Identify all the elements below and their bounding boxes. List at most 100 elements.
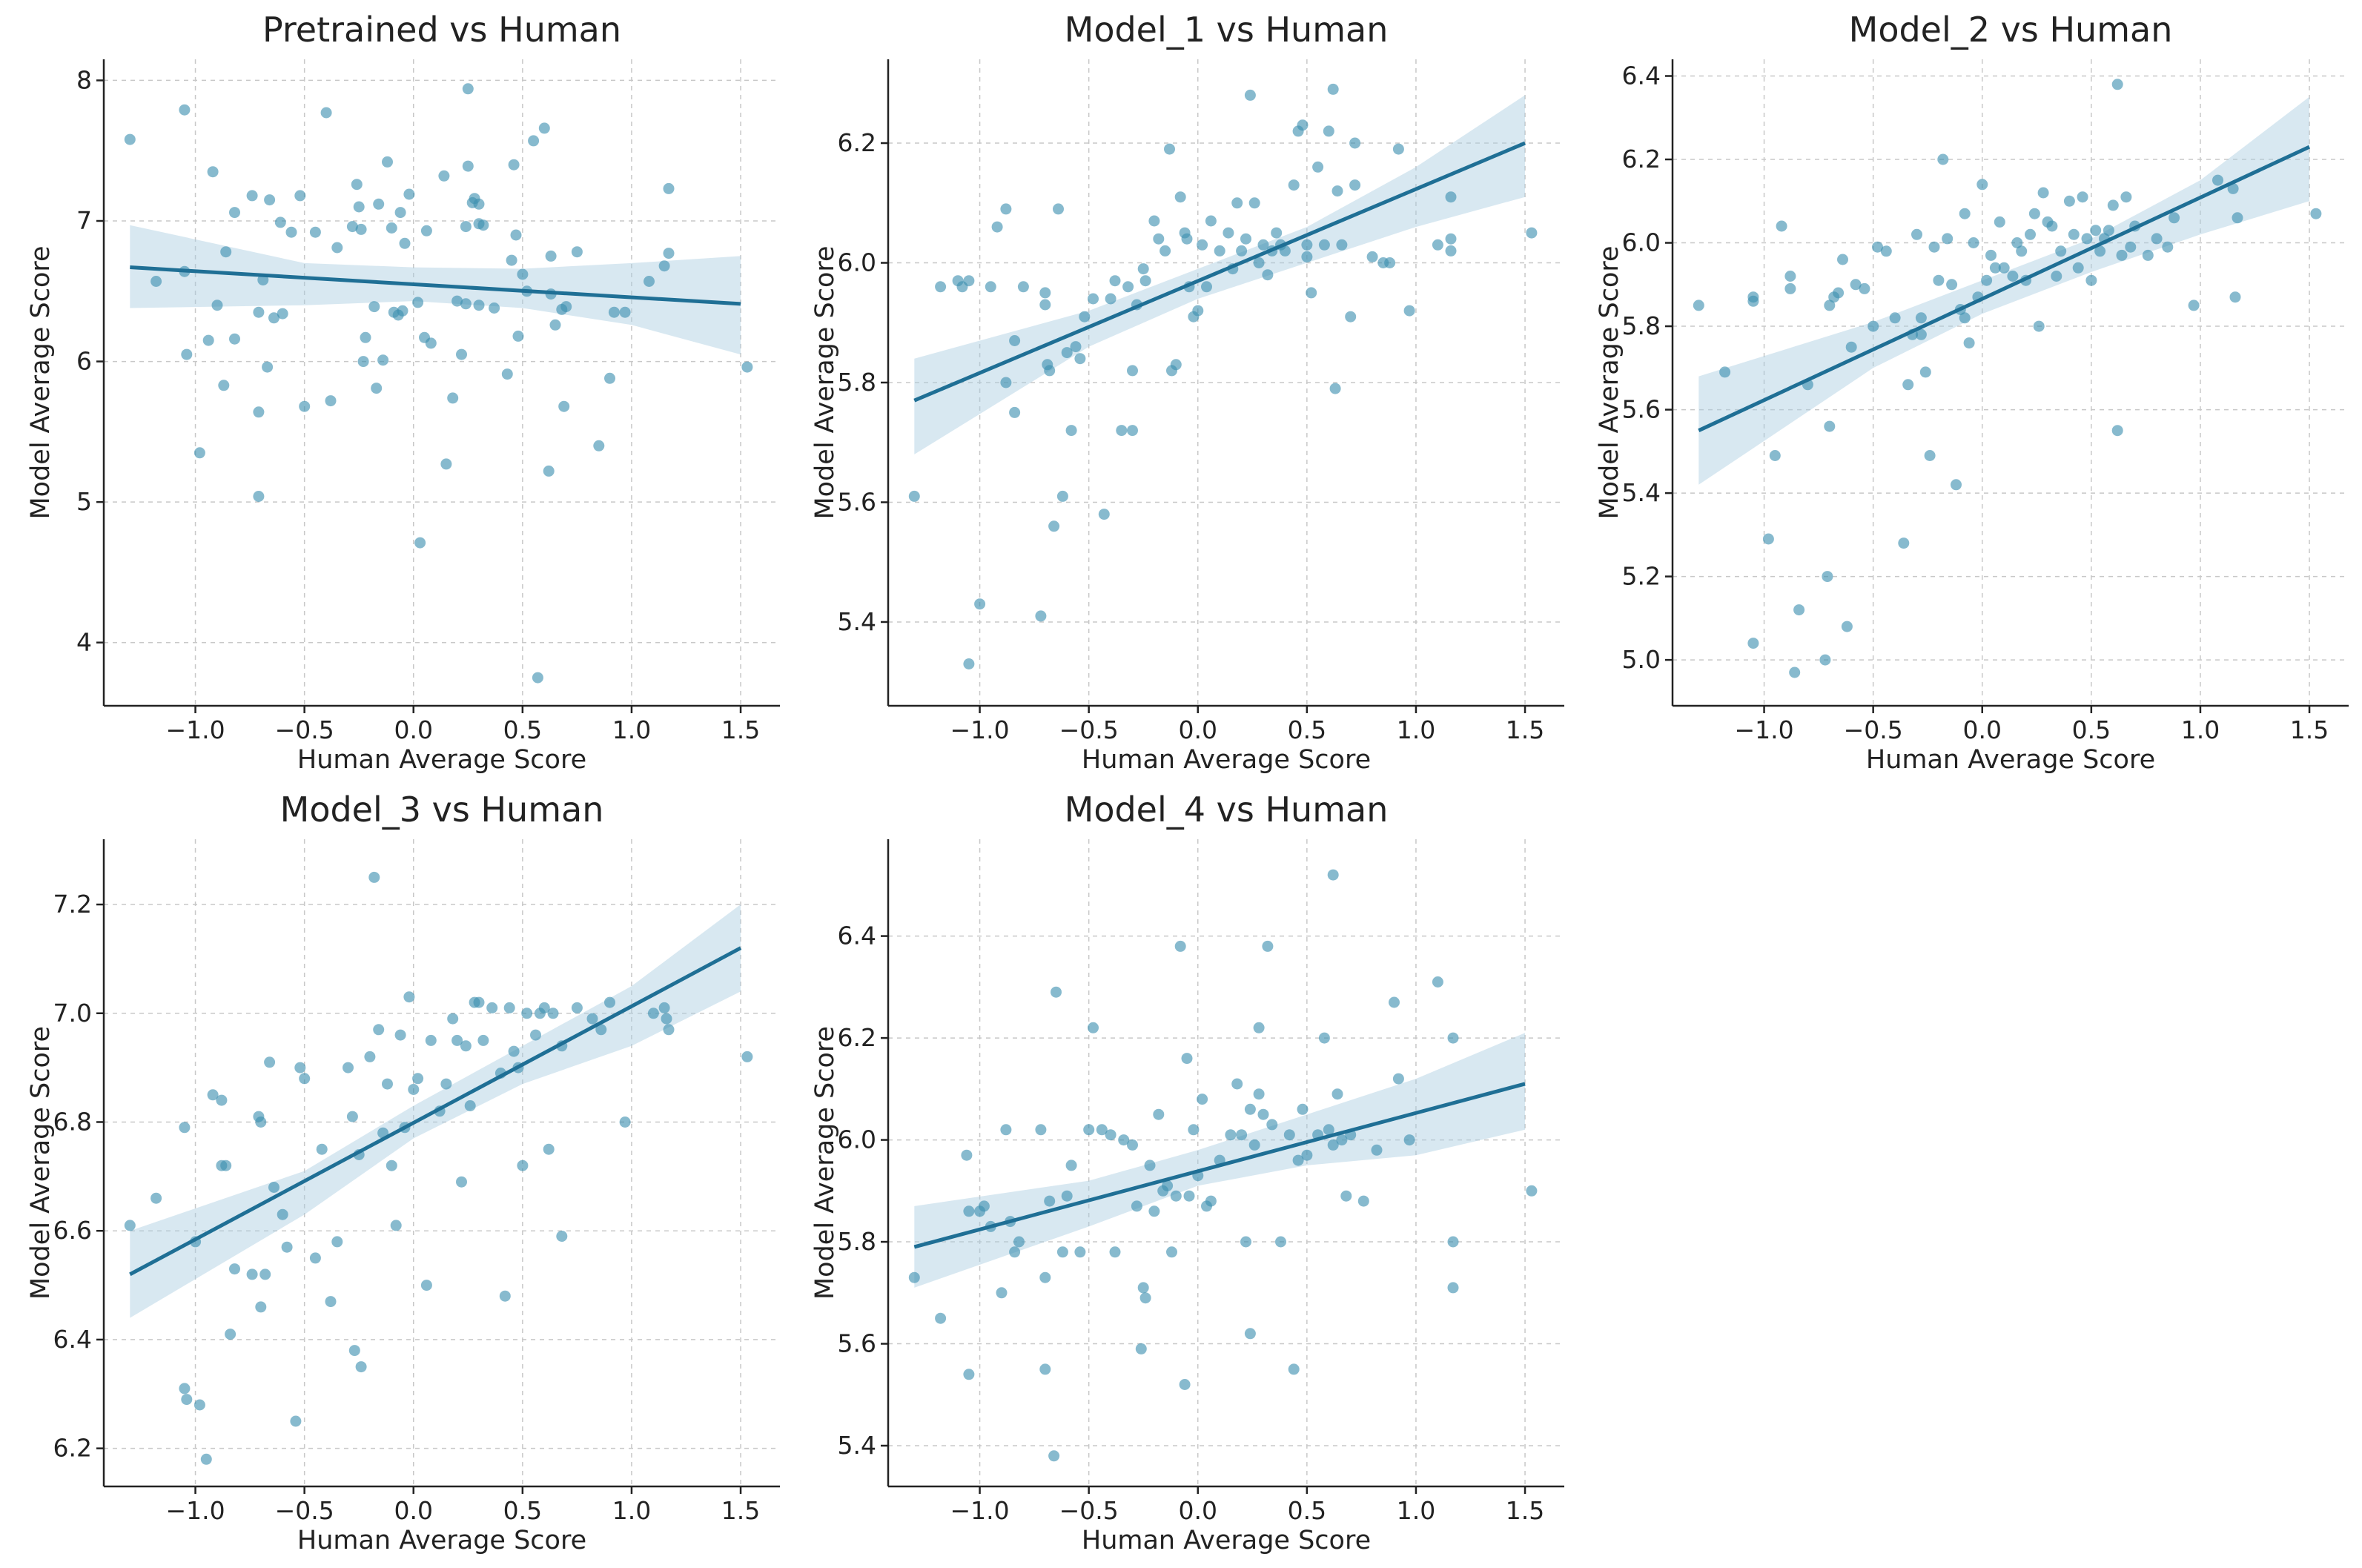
data-point — [394, 1029, 406, 1041]
x-tick-label: 1.5 — [721, 715, 760, 744]
data-point — [1318, 239, 1330, 251]
data-point — [2162, 241, 2174, 253]
data-point — [1841, 621, 1853, 632]
data-point — [368, 871, 380, 883]
data-point — [181, 348, 193, 360]
data-point — [420, 225, 432, 236]
data-point — [2025, 228, 2036, 240]
data-point — [220, 246, 232, 258]
data-point — [1981, 274, 1993, 286]
data-point — [1205, 1195, 1217, 1207]
data-point — [1144, 1160, 1156, 1171]
data-point — [1000, 1124, 1012, 1136]
data-point — [528, 135, 540, 147]
data-point — [2051, 271, 2062, 282]
data-point — [974, 598, 986, 610]
data-point — [1985, 249, 1997, 261]
chart-title: Model_2 vs Human — [1849, 10, 2173, 50]
data-point — [1201, 281, 1212, 293]
data-point — [1214, 245, 1225, 257]
data-point — [1447, 1032, 1459, 1044]
x-tick-label: 0.0 — [394, 1496, 433, 1525]
x-tick-label: 0.5 — [503, 1496, 542, 1525]
x-tick-label: 1.0 — [612, 715, 651, 744]
data-point — [1044, 365, 1056, 377]
data-point — [207, 166, 219, 178]
data-point — [473, 198, 485, 210]
data-point — [1253, 1088, 1265, 1100]
data-point — [586, 1013, 598, 1025]
data-point — [1096, 1124, 1108, 1136]
data-point — [386, 1160, 397, 1171]
y-tick-label: 4 — [76, 628, 92, 657]
data-point — [373, 198, 385, 210]
data-point — [202, 334, 214, 346]
data-point — [1968, 237, 1979, 248]
data-point — [604, 996, 615, 1008]
data-point — [331, 242, 343, 254]
data-point — [440, 1078, 452, 1090]
x-tick-label: 1.5 — [2290, 715, 2329, 744]
data-point — [1070, 341, 1082, 353]
data-point — [2072, 262, 2084, 274]
data-point — [1937, 153, 1949, 165]
x-tick-label: −0.5 — [1059, 1496, 1119, 1525]
y-tick-label: 5.8 — [838, 368, 876, 397]
data-point — [1153, 233, 1165, 245]
data-point — [1074, 353, 1086, 365]
data-point — [229, 333, 240, 345]
data-point — [1056, 1246, 1068, 1258]
y-tick-label: 5 — [76, 487, 92, 516]
data-point — [2085, 274, 2097, 286]
data-point — [486, 1002, 498, 1013]
data-point — [1447, 1282, 1459, 1294]
data-point — [560, 301, 572, 313]
data-point — [1392, 143, 1404, 155]
data-point — [1153, 1108, 1165, 1120]
data-point — [2151, 233, 2163, 245]
x-tick-label: −0.5 — [275, 1496, 334, 1525]
data-point — [274, 216, 286, 228]
data-point — [1257, 239, 1269, 251]
data-point — [1048, 1450, 1060, 1462]
data-point — [1035, 610, 1047, 622]
x-tick-label: 0.0 — [1179, 1496, 1217, 1525]
data-point — [1297, 119, 1309, 131]
y-tick-label: 7.0 — [53, 999, 92, 1028]
data-point — [294, 1062, 306, 1074]
data-point — [1403, 305, 1415, 317]
data-point — [309, 226, 321, 238]
x-tick-label: −1.0 — [950, 1496, 1009, 1525]
y-tick-label: 6.2 — [1622, 145, 1661, 173]
data-point — [741, 361, 753, 373]
data-point — [1135, 1343, 1147, 1354]
x-axis-label: Human Average Score — [297, 1526, 586, 1555]
y-tick-label: 5.8 — [838, 1227, 876, 1256]
data-point — [1164, 143, 1175, 155]
data-point — [2111, 79, 2123, 90]
data-point — [1000, 203, 1012, 215]
data-point — [1088, 1022, 1099, 1033]
data-point — [661, 1013, 672, 1025]
data-point — [1392, 1073, 1404, 1085]
data-point — [451, 1034, 463, 1046]
data-point — [346, 1111, 358, 1122]
data-point — [1942, 233, 1954, 245]
data-point — [1283, 1129, 1295, 1141]
data-point — [521, 1008, 533, 1019]
data-point — [357, 356, 369, 368]
data-point — [1976, 179, 1988, 191]
data-point — [644, 276, 655, 287]
chart-title: Model_3 vs Human — [280, 790, 604, 830]
data-point — [281, 1241, 293, 1253]
data-point — [460, 298, 472, 310]
chart-panel-3: −1.0 −0.5 0.0 0.5 1.0 1.5 5.0 5.2 5.4 5.6 5.8 6.0 6.… — [1595, 10, 2349, 775]
y-tick-label: 6 — [76, 347, 92, 376]
data-point — [451, 295, 463, 307]
x-tick-label: 1.0 — [1397, 715, 1435, 744]
data-point — [1148, 1205, 1160, 1217]
data-point — [1148, 215, 1160, 227]
data-point — [414, 537, 426, 549]
data-point — [1323, 1124, 1334, 1136]
